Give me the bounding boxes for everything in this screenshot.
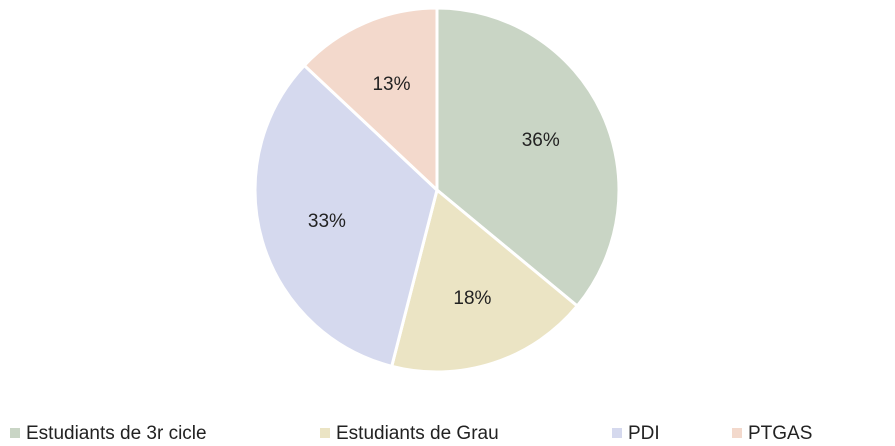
legend-label: Estudiants de Grau xyxy=(336,423,499,444)
legend-label: Estudiants de 3r cicle xyxy=(26,423,207,444)
legend-label: PDI xyxy=(628,423,660,444)
pie-slice xyxy=(302,6,439,194)
legend-label: PTGAS xyxy=(748,423,812,444)
pie-slice xyxy=(389,187,580,374)
data-label: 36% xyxy=(522,130,560,151)
legend-swatch xyxy=(10,428,20,438)
data-label: 18% xyxy=(453,288,491,309)
pie-slice xyxy=(253,63,439,369)
data-label: 13% xyxy=(372,74,410,95)
legend-swatch xyxy=(320,428,330,438)
legend-swatch xyxy=(612,428,622,438)
pie-slice xyxy=(435,6,621,309)
data-label: 33% xyxy=(308,211,346,232)
legend-swatch xyxy=(732,428,742,438)
